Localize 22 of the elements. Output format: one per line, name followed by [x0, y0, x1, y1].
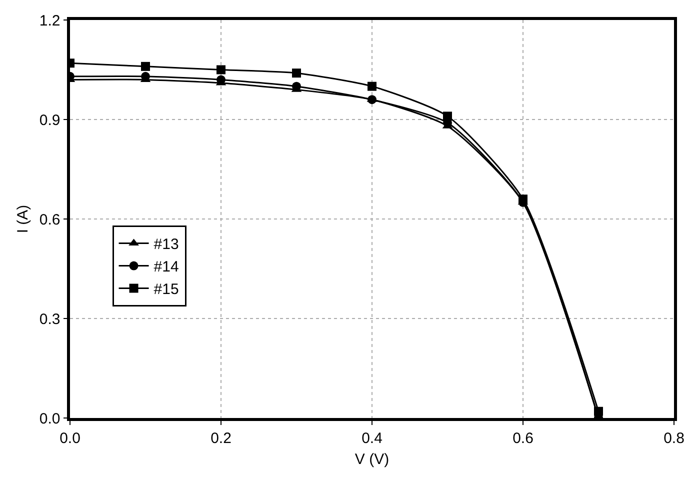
y-tick-label: 0.9 [39, 112, 60, 129]
point [518, 194, 528, 204]
y-tick-label: 0.6 [39, 211, 60, 228]
point [368, 82, 376, 91]
y-tick-label: 1.2 [39, 12, 60, 30]
point [216, 65, 226, 74]
legend-label: #14 [154, 258, 179, 276]
x-tick-label: 0.6 [512, 430, 534, 447]
legend-label: #15 [154, 281, 179, 298]
x-axis-title: V (V) [354, 450, 390, 468]
point [443, 112, 452, 121]
y-tick-label: 0.0 [39, 410, 60, 428]
point [141, 62, 150, 71]
y-axis-title: I (A) [14, 204, 32, 234]
point [292, 68, 301, 78]
point [594, 406, 603, 416]
x-tick-label: 0.8 [664, 430, 684, 447]
legend-label: #13 [154, 236, 179, 254]
x-tick-label: 0.0 [60, 430, 80, 447]
x-tick-label: 0.2 [210, 430, 232, 447]
y-tick-label: 0.3 [39, 310, 60, 328]
x-tick-label: 0.4 [362, 430, 382, 447]
